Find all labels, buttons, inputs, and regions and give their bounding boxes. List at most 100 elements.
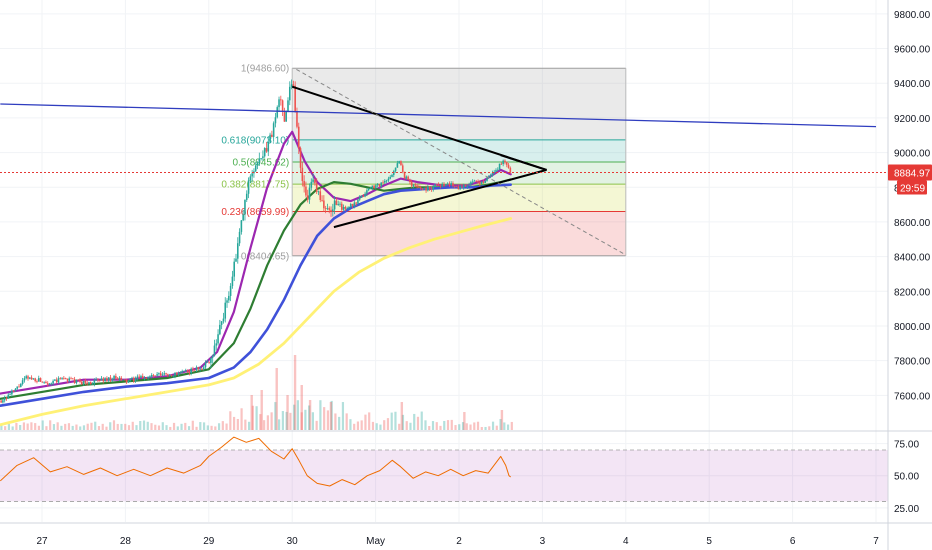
- candle-body: [452, 183, 454, 186]
- fib-level-label: 0.5(8945.62): [232, 158, 289, 169]
- candle-body: [131, 377, 133, 379]
- volume-bar: [315, 420, 318, 430]
- candle-body: [242, 214, 244, 221]
- volume-bar: [22, 422, 26, 430]
- volume-bar: [90, 422, 93, 430]
- time-tick-label: 27: [36, 536, 48, 547]
- rsi-tick-label: 75.00: [894, 440, 919, 451]
- volume-bar: [394, 411, 397, 430]
- volume-bar: [165, 425, 168, 430]
- candle-body: [18, 386, 20, 388]
- candle-body: [430, 188, 433, 190]
- candle-body: [477, 181, 479, 183]
- candle-body: [486, 177, 488, 181]
- candle-body: [461, 186, 463, 188]
- candle-body: [251, 173, 253, 177]
- candle-body: [93, 380, 96, 384]
- trendline[interactable]: [500, 154, 547, 171]
- candle-body: [283, 111, 286, 122]
- candle-body: [410, 182, 413, 186]
- fib-level-label: 1(9486.60): [241, 64, 289, 75]
- volume-bar: [266, 415, 269, 430]
- candle-body: [102, 378, 105, 382]
- candle-body: [159, 373, 162, 376]
- candle-body: [446, 183, 449, 185]
- candle-body: [265, 148, 268, 152]
- candle-body: [32, 378, 35, 380]
- trendlines[interactable]: [0, 68, 888, 256]
- volume-bar: [97, 426, 101, 430]
- volume-bar: [323, 407, 326, 430]
- candle-body: [197, 367, 200, 370]
- candle-body: [493, 171, 496, 174]
- candle-body: [330, 209, 332, 212]
- price-tick-label: 8600.00: [894, 218, 931, 229]
- grid: [0, 0, 888, 522]
- candle-body: [152, 375, 155, 376]
- candle-body: [505, 162, 508, 165]
- volume-bar: [184, 422, 187, 430]
- volume-bar: [473, 422, 476, 430]
- volume-bar: [293, 404, 296, 430]
- candle-body: [158, 373, 160, 375]
- candle-body: [306, 195, 309, 200]
- volume-bar: [463, 412, 466, 430]
- volume-bar: [75, 424, 78, 430]
- candle-body: [450, 183, 452, 185]
- candle-body: [34, 378, 36, 382]
- candle-body: [332, 209, 334, 212]
- candle-body: [141, 375, 144, 379]
- price-axis[interactable]: 7600.00 7800.00 8000.00 8200.00 8400.00 8600.…: [887, 0, 932, 550]
- candle-body: [21, 380, 24, 385]
- candle-body: [491, 173, 494, 176]
- candle-body: [181, 371, 184, 373]
- candle-body: [305, 186, 307, 196]
- time-axis[interactable]: 27 28 29 30 May 2 3 4 5 6 7: [0, 522, 932, 547]
- candle-body: [249, 176, 252, 181]
- candle-body: [369, 188, 372, 189]
- candle-body: [106, 378, 108, 381]
- volume-bar: [52, 424, 56, 430]
- candle-body: [73, 379, 76, 384]
- volume-bar: [341, 402, 345, 430]
- candle-body: [396, 163, 399, 168]
- price-tick-label: 8000.00: [894, 322, 931, 333]
- volume-bar: [353, 423, 356, 430]
- candle-body: [427, 186, 429, 191]
- trendline-dashed[interactable]: [296, 68, 627, 256]
- volume-bar: [221, 421, 224, 430]
- candle-body: [41, 381, 44, 383]
- trendline[interactable]: [0, 103, 877, 128]
- volume-bar: [124, 423, 127, 430]
- volume-bar: [289, 412, 292, 430]
- candle-body: [229, 285, 232, 296]
- volume-bar: [465, 423, 468, 430]
- trendline[interactable]: [333, 168, 547, 229]
- time-tick-label: 2: [456, 536, 462, 547]
- candle-body: [407, 176, 409, 180]
- rsi-tick-label: 50.00: [894, 472, 919, 483]
- candle-body: [340, 203, 343, 210]
- candle-body: [299, 148, 302, 168]
- candle-body: [97, 379, 99, 381]
- volume-bar: [480, 426, 483, 430]
- candle-body: [371, 185, 374, 189]
- candle-body: [129, 378, 132, 381]
- candle-body: [177, 373, 180, 375]
- candle-body: [149, 376, 151, 378]
- time-tick-label: 5: [706, 536, 712, 547]
- last-price-badge[interactable]: [888, 164, 932, 181]
- candle-body: [470, 182, 472, 185]
- candle-body: [28, 377, 31, 379]
- volume-bar: [278, 419, 281, 430]
- volume-bar: [443, 420, 446, 430]
- candle-body: [190, 368, 192, 373]
- candle-body: [174, 372, 176, 376]
- time-tick-label: May: [366, 536, 385, 547]
- candle-body: [292, 84, 295, 86]
- candle-body: [480, 181, 483, 184]
- candle-body: [231, 276, 234, 286]
- candle-body: [323, 200, 325, 209]
- volume-bar: [500, 410, 504, 430]
